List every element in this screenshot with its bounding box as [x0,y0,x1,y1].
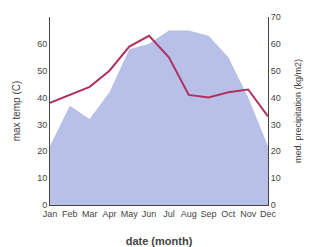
svg-text:Dec: Dec [260,209,277,219]
svg-text:Sep: Sep [201,209,217,219]
svg-text:Apr: Apr [102,209,116,219]
svg-text:Oct: Oct [221,209,236,219]
svg-text:60: 60 [37,39,47,49]
svg-text:40: 40 [37,93,47,103]
svg-text:date (month): date (month) [126,235,193,247]
svg-text:Feb: Feb [62,209,78,219]
svg-text:40: 40 [271,93,281,103]
svg-text:20: 20 [37,146,47,156]
svg-text:Jul: Jul [163,209,175,219]
svg-text:30: 30 [37,120,47,130]
svg-text:0: 0 [42,200,47,210]
svg-text:30: 30 [271,120,281,130]
svg-text:Nov: Nov [240,209,257,219]
svg-text:20: 20 [271,146,281,156]
svg-text:60: 60 [271,39,281,49]
svg-text:50: 50 [37,66,47,76]
svg-text:max temp (C): max temp (C) [11,81,22,142]
svg-text:10: 10 [37,173,47,183]
svg-text:med. precipitation (kg/m2): med. precipitation (kg/m2) [293,59,303,163]
svg-text:Jan: Jan [43,209,58,219]
svg-text:10: 10 [271,173,281,183]
svg-text:Mar: Mar [82,209,98,219]
svg-text:0: 0 [271,200,276,210]
svg-text:Jun: Jun [142,209,157,219]
svg-text:Aug: Aug [181,209,197,219]
svg-text:50: 50 [271,66,281,76]
svg-text:70: 70 [271,12,281,22]
svg-text:May: May [121,209,139,219]
